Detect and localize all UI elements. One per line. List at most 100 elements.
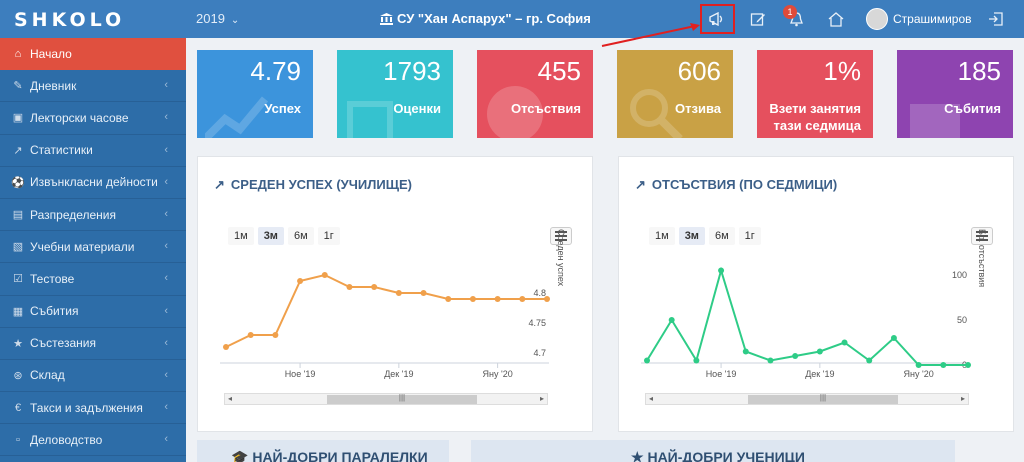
sidebar-item-label: Деловодство xyxy=(30,432,103,447)
data-point xyxy=(223,344,229,350)
sidebar-item-competitions[interactable]: ★ Състезания ‹ xyxy=(0,328,186,360)
scroll-left-icon[interactable]: ◂ xyxy=(227,394,232,403)
sidebar-item-warehouse[interactable]: ⊛ Склад ‹ xyxy=(0,360,186,393)
data-point xyxy=(272,332,279,338)
warning-icon xyxy=(487,86,543,138)
zoom-1y-button[interactable]: 1г xyxy=(738,227,761,245)
megaphone-icon[interactable] xyxy=(707,9,727,29)
panel-title-text: ОТСЪСТВИЯ (ПО СЕДМИЦИ) xyxy=(651,177,838,192)
zoom-buttons: 1м 3м 6м 1г xyxy=(228,227,340,245)
zoom-6m-button[interactable]: 6м xyxy=(708,227,735,245)
data-point xyxy=(940,362,947,368)
avg-grade-panel: ↗ СРЕДЕН УСПЕХ (УЧИЛИЩЕ) 1м 3м 6м 1г Ное … xyxy=(197,156,593,432)
stat-label: Оценки xyxy=(393,101,441,116)
x-tick-label: Дек '19 xyxy=(805,369,834,379)
scroll-left-icon[interactable]: ◂ xyxy=(648,394,653,403)
data-point xyxy=(693,357,700,364)
panel-title: ★ НАЙ-ДОБРИ УЧЕНИЦИ xyxy=(631,449,805,462)
stat-value: 606 xyxy=(677,56,721,86)
x-tick-label: Ное '19 xyxy=(285,369,316,379)
notification-badge: 1 xyxy=(783,5,797,19)
home-icon[interactable] xyxy=(826,9,846,29)
data-point xyxy=(668,317,675,323)
stat-card-absences[interactable]: 455 Отсъствия xyxy=(477,50,593,138)
app-logo[interactable]: SHKOLO xyxy=(14,9,126,31)
stat-value: 185 xyxy=(957,56,1001,86)
sidebar-item-label: Състезания xyxy=(30,336,96,351)
sidebar-item-extracurricular[interactable]: ⚽ Извънкласни дейности ‹ xyxy=(0,167,186,199)
stat-card-grade[interactable]: 4.79 Успех xyxy=(197,50,313,138)
panel-title-text: СРЕДЕН УСПЕХ (УЧИЛИЩЕ) xyxy=(230,177,412,192)
series-line xyxy=(646,266,968,366)
absences-panel: ↗ ОТСЪСТВИЯ (ПО СЕДМИЦИ) 1м 3м 6м 1г Ное … xyxy=(618,156,1014,432)
zoom-6m-button[interactable]: 6м xyxy=(287,227,314,245)
x-tick-label: Дек '19 xyxy=(384,369,413,379)
stat-value: 1% xyxy=(823,56,861,86)
data-point xyxy=(371,284,378,290)
stat-label: Отсъствия xyxy=(510,101,581,116)
scroll-right-icon[interactable]: ▸ xyxy=(539,394,544,403)
sidebar-item-label: Дневник xyxy=(30,78,77,93)
stat-card-marks[interactable]: 1793 Оценки xyxy=(337,50,453,138)
chart-menu-button[interactable] xyxy=(971,227,993,245)
sidebar-item-materials[interactable]: ▧ Учебни материали ‹ xyxy=(0,231,186,264)
zoom-3m-button[interactable]: 3м xyxy=(257,227,284,245)
stat-card-reviews[interactable]: 606 Отзива xyxy=(617,50,733,138)
sidebar-item-records[interactable]: ▫ Деловодство ‹ xyxy=(0,424,186,457)
line-chart-icon: ↗ xyxy=(13,144,23,157)
zoom-3m-button[interactable]: 3м xyxy=(678,227,705,245)
sidebar-item-distributions[interactable]: ▤ Разпределения ‹ xyxy=(0,199,186,232)
year-label: 2019 xyxy=(196,11,225,26)
castle-icon xyxy=(910,104,960,138)
year-selector[interactable]: 2019 ⌄ xyxy=(196,11,239,26)
stat-card-lessons-taken[interactable]: 1% Взети занятия тази седмица xyxy=(757,50,873,138)
sidebar-item-statistics[interactable]: ↗ Статистики ‹ xyxy=(0,135,186,167)
chart-scrollbar[interactable]: ◂ ||| ▸ xyxy=(224,393,548,405)
data-point xyxy=(767,357,774,364)
sidebar-item-lecture-hours[interactable]: ▣ Лекторски часове ‹ xyxy=(0,102,186,135)
annotation-arrow xyxy=(601,23,700,47)
data-point xyxy=(792,353,799,359)
sidebar-item-tests[interactable]: ☑ Тестове ‹ xyxy=(0,263,186,296)
sidebar-item-home[interactable]: ⌂ Начало xyxy=(0,38,186,71)
chart-menu-button[interactable] xyxy=(550,227,572,245)
data-point xyxy=(841,339,848,346)
data-point xyxy=(420,290,427,296)
data-point xyxy=(445,296,452,302)
sidebar: ⌂ Начало ✎ Дневник ‹ ▣ Лекторски часове ‹ ↗ Ст… xyxy=(0,38,186,462)
sidebar-item-label: Статистики xyxy=(30,143,93,158)
institution-icon xyxy=(380,13,393,25)
zoom-1m-button[interactable]: 1м xyxy=(228,227,254,245)
edit-icon[interactable] xyxy=(748,9,768,29)
sidebar-item-label: Извънкласни дейности xyxy=(30,175,158,190)
zoom-1y-button[interactable]: 1г xyxy=(317,227,340,245)
stat-card-events[interactable]: 185 Събития xyxy=(897,50,1013,138)
zoom-1m-button[interactable]: 1м xyxy=(649,227,675,245)
chevron-left-icon: ‹ xyxy=(164,401,168,414)
data-point xyxy=(718,267,725,274)
y-tick-label: 4.7 xyxy=(533,348,546,358)
scrollbar-thumb[interactable]: ||| xyxy=(748,393,898,404)
avatar[interactable] xyxy=(866,8,888,30)
chevron-left-icon: ‹ xyxy=(164,433,168,446)
best-students-panel: ★ НАЙ-ДОБРИ УЧЕНИЦИ xyxy=(471,440,955,462)
chart-scrollbar[interactable]: ◂ ||| ▸ xyxy=(645,393,969,405)
soccer-ball-icon: ⚽ xyxy=(11,176,25,189)
data-point xyxy=(644,357,650,364)
scroll-right-icon[interactable]: ▸ xyxy=(960,394,965,403)
edit-icon: ✎ xyxy=(13,80,23,93)
sidebar-item-events[interactable]: ▦ Събития ‹ xyxy=(0,296,186,328)
chevron-left-icon: ‹ xyxy=(164,79,168,92)
trophy-icon: ★ xyxy=(631,449,644,462)
highlight-box xyxy=(700,4,735,34)
user-name[interactable]: Страшимиров xyxy=(893,12,972,26)
panel-title-text: НАЙ-ДОБРИ УЧЕНИЦИ xyxy=(647,449,805,462)
sidebar-item-fees[interactable]: € Такси и задължения ‹ xyxy=(0,392,186,425)
logout-icon[interactable] xyxy=(986,9,1006,29)
sidebar-item-diary[interactable]: ✎ Дневник ‹ xyxy=(0,70,186,103)
chevron-down-icon: ⌄ xyxy=(230,15,240,26)
y-tick-label: 100 xyxy=(952,270,967,280)
y-tick-label: 4.8 xyxy=(533,288,546,298)
scrollbar-thumb[interactable]: ||| xyxy=(327,393,477,404)
series-line xyxy=(225,273,547,348)
